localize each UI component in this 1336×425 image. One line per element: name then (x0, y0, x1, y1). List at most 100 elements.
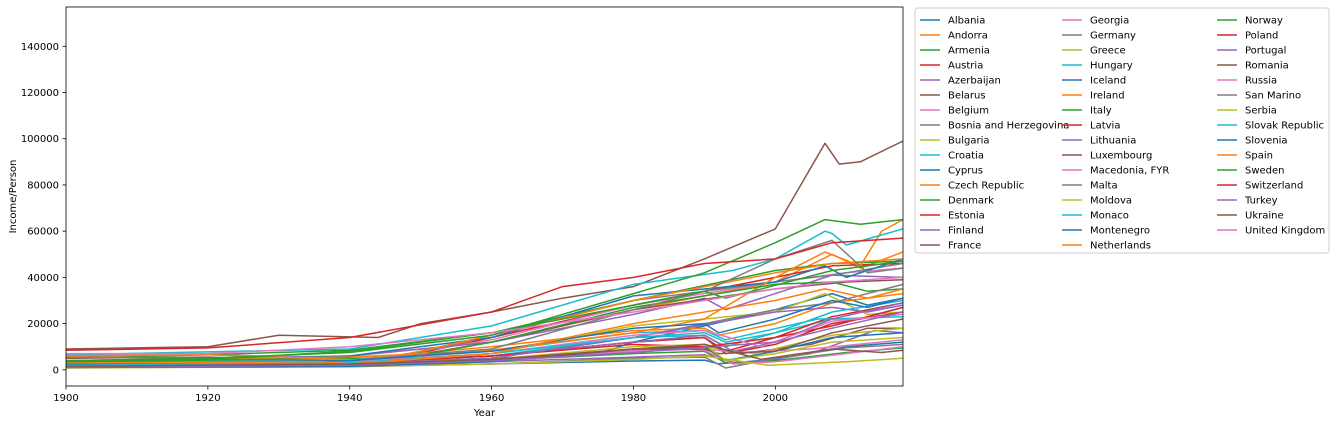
legend-item: Croatia (920, 151, 984, 162)
legend-label: Malta (1090, 181, 1118, 192)
legend-label: Ukraine (1245, 211, 1284, 222)
x-tick-label: 1920 (195, 393, 220, 404)
legend-label: Luxembourg (1090, 151, 1152, 162)
legend-item: Germany (1062, 31, 1136, 42)
legend-item: Serbia (1217, 106, 1277, 117)
legend-label: Azerbaijan (948, 76, 1001, 87)
legend-label: Denmark (948, 196, 994, 207)
legend-label: Russia (1245, 76, 1277, 87)
legend-item: Andorra (920, 31, 988, 42)
legend-item: Turkey (1217, 196, 1278, 207)
legend-label: Croatia (948, 151, 984, 162)
y-axis-label: Income/Person (8, 160, 19, 234)
series-line-united-kingdom (66, 276, 903, 355)
legend-item: Macedonia, FYR (1062, 166, 1169, 177)
x-tick-label: 2000 (763, 393, 788, 404)
y-tick-label: 140000 (21, 42, 59, 53)
legend-label: Greece (1090, 46, 1126, 57)
legend-item: Sweden (1217, 166, 1285, 177)
legend-label: Slovenia (1245, 136, 1288, 147)
legend: Albania Andorra Armenia Austria Azerbaijan Be… (914, 7, 1330, 254)
legend-item: Greece (1062, 46, 1126, 57)
legend-item: San Marino (1217, 91, 1301, 102)
legend-item: Netherlands (1062, 241, 1151, 252)
legend-item: Albania (920, 16, 985, 27)
legend-label: Serbia (1245, 106, 1277, 117)
legend-label: Estonia (948, 211, 985, 222)
series-line-netherlands (66, 258, 903, 362)
series-line-russia (66, 313, 903, 366)
legend-item: Slovak Republic (1217, 121, 1324, 132)
y-tick-label: 60000 (27, 227, 59, 238)
legend-item: Poland (1217, 31, 1278, 42)
series-line-iceland (66, 258, 903, 364)
legend-label: Macedonia, FYR (1090, 166, 1169, 177)
legend-label: United Kingdom (1245, 226, 1325, 237)
y-tick-label: 120000 (21, 88, 59, 99)
series-line-turkey (66, 311, 903, 368)
legend-label: Iceland (1090, 76, 1126, 87)
legend-item: Iceland (1062, 76, 1126, 87)
series-line-monaco (66, 228, 903, 356)
legend-item: Portugal (1217, 46, 1286, 57)
y-tick-label: 100000 (21, 134, 59, 145)
axes-frame (65, 6, 904, 387)
series-line-luxembourg (66, 140, 903, 350)
legend-label: Finland (948, 226, 984, 237)
series-line-ireland (66, 218, 903, 362)
legend-item: Czech Republic (920, 181, 1024, 192)
x-tick-label: 1940 (337, 393, 362, 404)
legend-label: Albania (948, 16, 985, 27)
legend-item: Switzerland (1217, 181, 1303, 192)
series-line-spain (66, 288, 903, 365)
legend-item: United Kingdom (1217, 226, 1325, 237)
legend-label: Germany (1090, 31, 1136, 42)
legend-item: Finland (920, 226, 984, 237)
y-axis-ticks: 0 20000 40000 60000 80000 100000 120000 140000 (21, 42, 66, 376)
legend-item: Bosnia and Herzegovina (920, 121, 1069, 132)
legend-label: Netherlands (1090, 241, 1151, 252)
legend-item: Belarus (920, 91, 986, 102)
legend-label: Monaco (1090, 211, 1129, 222)
legend-label: Austria (948, 61, 983, 72)
plot-lines (66, 140, 903, 369)
legend-frame (914, 7, 1330, 254)
y-tick-label: 40000 (27, 273, 59, 284)
legend-item: Denmark (920, 196, 994, 207)
series-line-slovenia (66, 297, 903, 365)
legend-item: Ireland (1062, 91, 1125, 102)
legend-label: Armenia (948, 46, 990, 57)
legend-label: Belgium (948, 106, 989, 117)
legend-item: Italy (1062, 106, 1112, 117)
legend-label: Andorra (948, 31, 988, 42)
legend-label: Norway (1245, 16, 1283, 27)
legend-label: Ireland (1090, 91, 1125, 102)
legend-item: Malta (1062, 181, 1118, 192)
legend-item: Austria (920, 61, 983, 72)
x-axis-ticks: 1900 1920 1940 1960 1980 2000 (53, 386, 788, 404)
series-line-ukraine (66, 343, 903, 368)
legend-item: Azerbaijan (920, 76, 1001, 87)
legend-label: Belarus (948, 91, 986, 102)
legend-item: Armenia (920, 46, 990, 57)
legend-item: Georgia (1062, 16, 1129, 27)
legend-item: Moldova (1062, 196, 1132, 207)
legend-label: Hungary (1090, 61, 1133, 72)
legend-label: Czech Republic (948, 181, 1024, 192)
y-tick-label: 0 (53, 365, 59, 376)
legend-item: Spain (1217, 151, 1273, 162)
legend-item: Lithuania (1062, 136, 1136, 147)
legend-label: San Marino (1245, 91, 1301, 102)
legend-item: Romania (1217, 61, 1289, 72)
legend-label: Turkey (1244, 196, 1278, 207)
legend-label: Montenegro (1090, 226, 1150, 237)
x-tick-label: 1960 (479, 393, 504, 404)
legend-label: Georgia (1090, 16, 1129, 27)
legend-item: Ukraine (1217, 211, 1284, 222)
series-line-sweden (66, 260, 903, 363)
legend-label: Romania (1245, 61, 1289, 72)
y-tick-label: 80000 (27, 180, 59, 191)
legend-item: France (920, 241, 981, 252)
legend-item: Estonia (920, 211, 985, 222)
legend-label: Sweden (1245, 166, 1285, 177)
